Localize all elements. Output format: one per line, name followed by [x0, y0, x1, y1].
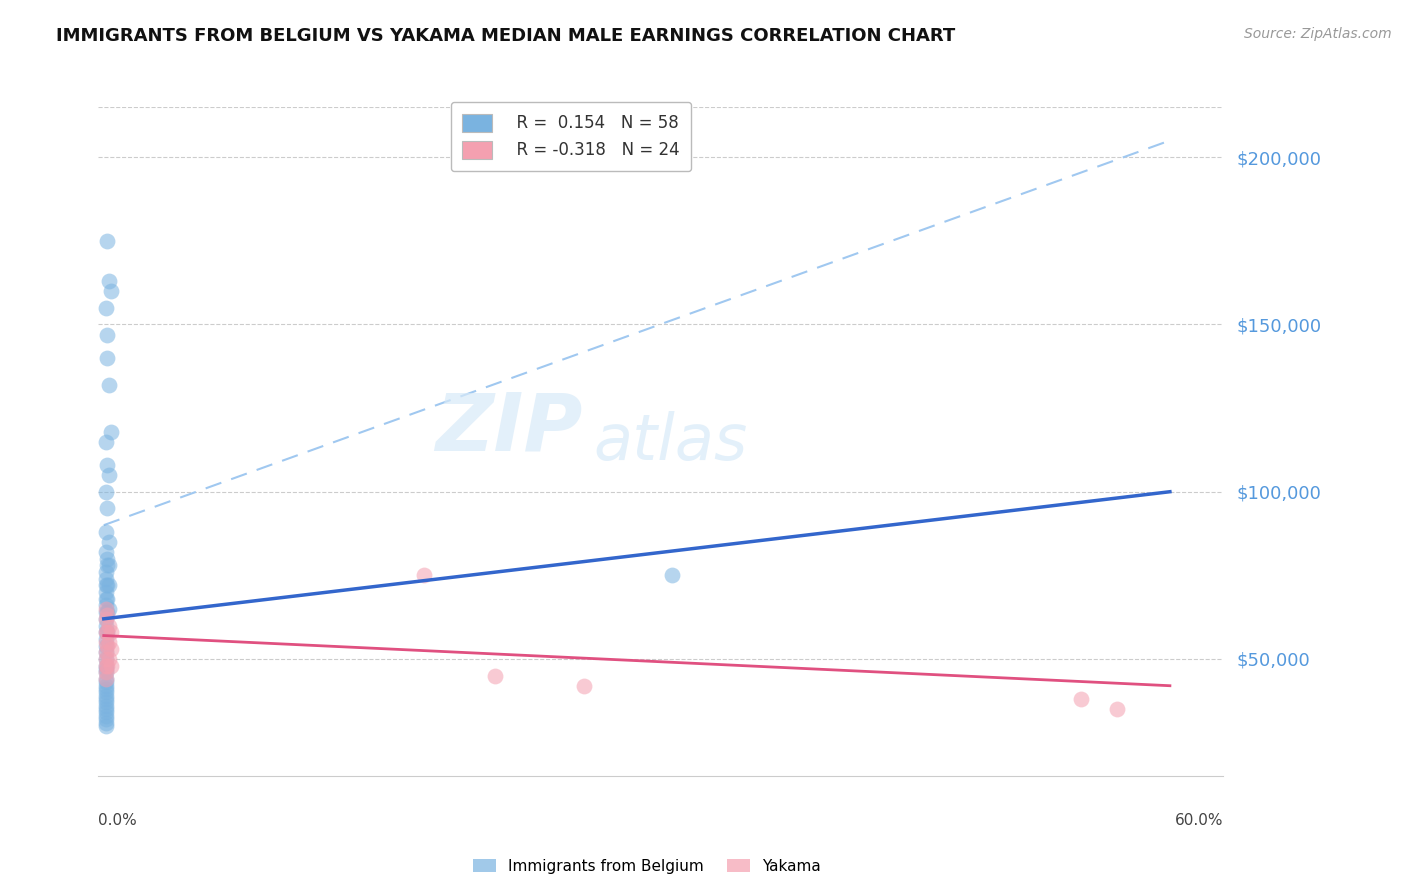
Point [98, 578, 121, 592]
Text: ZIP: ZIP [434, 389, 582, 467]
Point [94, 708, 117, 723]
Point [98, 377, 121, 392]
Point [94, 618, 117, 632]
Point [96, 658, 118, 673]
Point [98, 558, 121, 573]
Point [94, 301, 117, 315]
Point [94, 702, 117, 716]
Point [94, 719, 117, 733]
Point [94, 524, 117, 539]
Point [94, 652, 117, 666]
Point [96, 351, 118, 365]
Point [96, 501, 118, 516]
Point [484, 669, 506, 683]
Point [94, 601, 117, 615]
Point [661, 568, 683, 582]
Point [98, 618, 121, 632]
Point [94, 685, 117, 699]
Point [96, 558, 118, 573]
Legend: Immigrants from Belgium, Yakama: Immigrants from Belgium, Yakama [467, 853, 827, 880]
Point [96, 605, 118, 619]
Point [94, 658, 117, 673]
Text: 0.0%: 0.0% [98, 813, 138, 828]
Point [94, 665, 117, 680]
Text: atlas: atlas [593, 410, 748, 473]
Point [94, 591, 117, 606]
Text: 60.0%: 60.0% [1175, 813, 1223, 828]
Point [96, 625, 118, 640]
Text: IMMIGRANTS FROM BELGIUM VS YAKAMA MEDIAN MALE EARNINGS CORRELATION CHART: IMMIGRANTS FROM BELGIUM VS YAKAMA MEDIAN… [56, 27, 956, 45]
Point [94, 599, 117, 613]
Point [100, 642, 122, 657]
Point [94, 545, 117, 559]
Legend:   R =  0.154   N = 58,   R = -0.318   N = 24: R = 0.154 N = 58, R = -0.318 N = 24 [451, 102, 690, 171]
Point [94, 578, 117, 592]
Point [94, 645, 117, 659]
Point [94, 692, 117, 706]
Point [572, 679, 595, 693]
Point [94, 605, 117, 619]
Point [94, 662, 117, 676]
Point [96, 327, 118, 342]
Point [94, 645, 117, 659]
Point [94, 675, 117, 690]
Point [98, 534, 121, 549]
Point [96, 639, 118, 653]
Point [94, 565, 117, 579]
Point [94, 612, 117, 626]
Point [94, 689, 117, 703]
Point [96, 551, 118, 566]
Point [100, 658, 122, 673]
Point [94, 672, 117, 686]
Point [1070, 692, 1092, 706]
Point [94, 434, 117, 449]
Point [1105, 702, 1128, 716]
Point [94, 635, 117, 649]
Point [98, 635, 121, 649]
Point [94, 706, 117, 720]
Point [94, 672, 117, 686]
Point [94, 572, 117, 586]
Point [94, 652, 117, 666]
Point [94, 696, 117, 710]
Point [96, 234, 118, 248]
Point [412, 568, 434, 582]
Point [94, 639, 117, 653]
Point [94, 658, 117, 673]
Point [94, 712, 117, 726]
Point [98, 652, 121, 666]
Point [94, 632, 117, 646]
Text: Source: ZipAtlas.com: Source: ZipAtlas.com [1244, 27, 1392, 41]
Point [94, 715, 117, 730]
Point [98, 274, 121, 288]
Point [98, 467, 121, 482]
Point [94, 585, 117, 599]
Point [94, 484, 117, 499]
Point [96, 458, 118, 472]
Point [94, 625, 117, 640]
Point [98, 601, 121, 615]
Point [94, 679, 117, 693]
Point [100, 284, 122, 298]
Point [94, 612, 117, 626]
Point [96, 591, 118, 606]
Point [94, 681, 117, 696]
Point [100, 425, 122, 439]
Point [96, 625, 118, 640]
Point [96, 578, 118, 592]
Point [94, 625, 117, 640]
Point [96, 608, 118, 623]
Point [94, 698, 117, 713]
Point [94, 665, 117, 680]
Point [100, 625, 122, 640]
